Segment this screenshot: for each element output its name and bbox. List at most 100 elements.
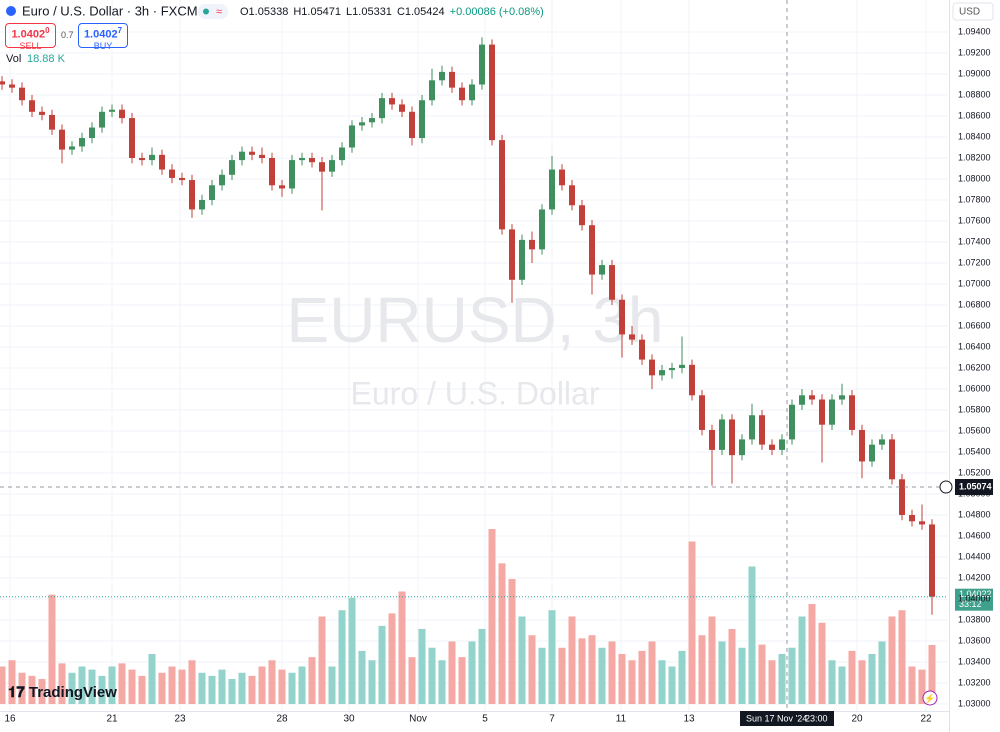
volume-bar — [28, 675, 36, 704]
candle-body — [679, 364, 685, 368]
ohlc-readout: C1.05424 — [397, 6, 445, 18]
volume-bar — [228, 678, 236, 704]
alert-bolt: ⚡ — [924, 692, 935, 704]
ohlc-readout: L1.05331 — [346, 6, 392, 18]
last-price-box — [955, 588, 993, 611]
volume-bar — [708, 616, 716, 704]
x-tick-label: 23 — [174, 714, 186, 725]
candle-body — [909, 515, 915, 522]
x-tick-label: Nov — [409, 714, 427, 725]
alert-icon[interactable] — [922, 690, 938, 706]
candle-body — [39, 111, 45, 115]
status-pill[interactable] — [198, 4, 228, 19]
candle-body — [699, 395, 705, 430]
volume-bar — [478, 628, 486, 704]
volume-bar — [148, 653, 156, 704]
volume-bar — [428, 647, 436, 704]
volume-bar — [418, 628, 426, 704]
candle-body — [559, 169, 565, 186]
volume-bar — [198, 672, 206, 704]
candle-body — [79, 138, 85, 147]
candle-body — [549, 169, 555, 210]
candle-body — [49, 114, 55, 130]
candle-body — [929, 524, 935, 597]
volume-bar — [498, 563, 506, 704]
candle-body — [289, 160, 295, 189]
candle-body — [329, 160, 335, 172]
x-tick-label: 28 — [276, 714, 288, 725]
brand-mark: 𝟏𝟕 — [8, 684, 29, 701]
candle-body — [489, 44, 495, 141]
candle-body — [249, 151, 255, 155]
volume-bar — [88, 669, 96, 704]
y-tick-label: 1.09400 — [958, 26, 991, 36]
candle-body — [839, 395, 845, 400]
volume-bar — [378, 625, 386, 704]
volume-bar — [348, 597, 356, 704]
y-tick-label: 1.07200 — [958, 257, 991, 267]
y-tick-label: 1.05000 — [958, 488, 991, 498]
currency[interactable]: USD — [959, 7, 980, 18]
candle-body — [389, 98, 395, 105]
currency-button[interactable] — [952, 2, 994, 21]
y-tick-label: 1.08200 — [958, 152, 991, 162]
volume-bar — [748, 566, 756, 704]
candle-body — [179, 177, 185, 181]
candle-body — [659, 370, 665, 376]
sell-button[interactable]: 1.04020 SELL — [5, 23, 56, 51]
candle-body — [129, 118, 135, 158]
x-tick-label: 13 — [683, 714, 695, 725]
volume-bar — [298, 666, 306, 704]
volume-bar — [778, 653, 786, 704]
volume-bar — [608, 641, 616, 704]
buy-button[interactable]: 1.04027 BUY — [78, 23, 128, 51]
status-icon: ≈ — [216, 6, 222, 18]
candle-body — [769, 444, 775, 450]
x-tick-label: 16 — [4, 714, 16, 725]
candle-body — [809, 395, 815, 400]
volume-bar — [668, 666, 676, 704]
volume-bar — [928, 644, 936, 704]
y-tick-label: 1.07600 — [958, 215, 991, 225]
volume-bar — [678, 650, 686, 704]
candle-body — [109, 109, 115, 112]
candle-body — [399, 104, 405, 112]
ohlc-readout: +0.00086 (+0.08%) — [450, 6, 544, 18]
candle-body — [779, 439, 785, 450]
volume-label: Vol — [6, 53, 21, 65]
candle-body — [369, 118, 375, 123]
volume-bar — [768, 660, 776, 704]
volume-bar — [558, 647, 566, 704]
y-tick-label: 1.06400 — [958, 341, 991, 351]
volume-bar — [18, 672, 26, 704]
candle-body — [219, 174, 225, 186]
candle-body — [589, 225, 595, 275]
brand-logo[interactable]: 𝟏𝟕 TradingView — [8, 684, 117, 701]
buy-price: 1.0402 — [83, 28, 118, 41]
buy-pip: 7 — [117, 26, 123, 35]
candle-body — [429, 80, 435, 101]
candle-body — [829, 399, 835, 425]
candle-body — [209, 185, 215, 200]
candle-body — [229, 160, 235, 175]
sell-label: SELL — [19, 40, 42, 51]
volume-bar — [488, 528, 496, 704]
y-tick-label: 1.03200 — [958, 677, 991, 687]
chart-title[interactable]: Euro / U.S. Dollar · 3h · FXCM — [22, 3, 198, 18]
candle-body — [539, 209, 545, 250]
x-tick-label: 11 — [616, 714, 627, 725]
volume-bar — [518, 616, 526, 704]
add-alert-button[interactable] — [939, 480, 953, 494]
candle-body — [139, 158, 145, 161]
candle-body — [409, 111, 415, 139]
volume-bar — [288, 672, 296, 704]
volume-bar — [758, 644, 766, 704]
volume-bar — [38, 678, 46, 704]
volume-bar — [368, 660, 376, 704]
watermark-subtitle: Euro / U.S. Dollar — [351, 375, 600, 411]
y-tick-label: 1.08000 — [958, 173, 991, 183]
y-tick-label: 1.09000 — [958, 68, 991, 78]
candle-body — [849, 395, 855, 430]
volume-bar — [578, 638, 586, 704]
